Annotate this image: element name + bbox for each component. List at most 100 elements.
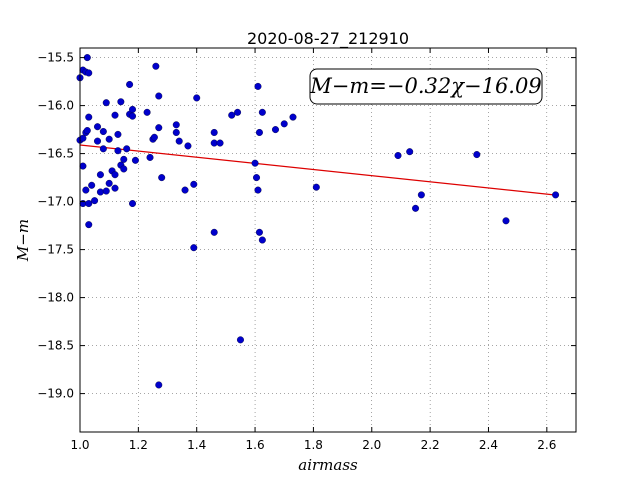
- x-tick-labels: 1.0 1.2 1.4 1.6 1.8 2.0 2.2 2.4 2.6: [70, 438, 556, 452]
- y-tick-label: −19.0: [37, 387, 74, 401]
- annotation-box: [309, 68, 543, 105]
- data-point: [394, 152, 402, 160]
- x-tick-label: 1.4: [187, 438, 206, 452]
- grid: [79, 48, 576, 432]
- data-point: [129, 105, 137, 113]
- data-point: [85, 113, 93, 121]
- data-point: [120, 155, 128, 163]
- data-point: [117, 98, 125, 106]
- data-point: [120, 165, 128, 173]
- data-point: [94, 137, 102, 145]
- x-tick-label: 2.0: [362, 438, 381, 452]
- data-point: [254, 186, 262, 194]
- data-point: [102, 187, 110, 195]
- data-point: [79, 162, 87, 170]
- y-tick-label: −18.0: [37, 291, 74, 305]
- data-point: [131, 156, 139, 164]
- y-tick-label: −16.0: [37, 99, 74, 113]
- data-point: [412, 204, 420, 212]
- data-point: [175, 137, 183, 145]
- x-tick-label: 1.6: [246, 438, 265, 452]
- y-tick-label: −18.5: [37, 339, 74, 353]
- data-point: [216, 139, 224, 147]
- data-point: [254, 82, 262, 90]
- data-point: [155, 92, 163, 100]
- y-axis-label: M−m: [14, 219, 32, 262]
- data-point: [228, 111, 236, 119]
- data-point: [82, 186, 90, 194]
- y-tick-label: −15.5: [37, 51, 74, 65]
- data-point: [123, 145, 131, 153]
- data-point: [190, 244, 198, 252]
- data-point: [94, 123, 102, 131]
- data-point: [152, 62, 160, 70]
- data-point: [417, 191, 425, 199]
- tick-marks: [79, 48, 576, 432]
- data-point: [126, 80, 134, 88]
- data-point: [406, 148, 414, 156]
- data-point: [172, 121, 180, 129]
- data-point: [258, 108, 266, 116]
- data-point: [85, 221, 93, 229]
- data-point: [155, 381, 163, 389]
- annotation-equation: M−m=−0.32χ−16.09: [309, 74, 541, 98]
- data-point: [190, 180, 198, 188]
- data-point: [236, 336, 244, 344]
- y-tick-label: −17.5: [37, 243, 74, 257]
- data-point: [102, 99, 110, 107]
- data-point: [105, 179, 113, 187]
- data-point: [193, 94, 201, 102]
- data-point: [312, 183, 320, 191]
- data-point: [172, 128, 180, 136]
- data-point: [146, 153, 154, 161]
- y-tick-label: −16.5: [37, 147, 74, 161]
- data-point: [91, 197, 99, 205]
- data-point: [88, 181, 96, 189]
- x-tick-label: 2.2: [421, 438, 440, 452]
- data-point: [111, 111, 119, 119]
- x-tick-label: 1.2: [129, 438, 148, 452]
- data-point: [184, 142, 192, 150]
- x-tick-label: 1.0: [70, 438, 89, 452]
- data-point: [99, 145, 107, 153]
- data-point: [114, 130, 122, 138]
- data-point: [129, 200, 137, 208]
- data-point: [255, 228, 263, 236]
- y-tick-labels: −15.5 −16.0 −16.5 −17.0 −17.5 −18.0 −18.5 −19.0: [37, 51, 74, 401]
- data-point: [85, 200, 93, 208]
- data-point: [85, 69, 93, 77]
- data-point: [289, 113, 297, 121]
- data-point: [280, 120, 288, 128]
- data-point: [253, 174, 261, 182]
- data-point: [473, 151, 481, 159]
- y-tick-label: −17.0: [37, 195, 74, 209]
- data-point: [271, 126, 279, 134]
- data-point: [79, 134, 87, 142]
- data-point: [258, 236, 266, 244]
- plot-frame: [79, 47, 577, 433]
- data-points: [76, 54, 560, 389]
- data-point: [83, 127, 91, 135]
- data-point: [502, 217, 510, 225]
- data-point: [158, 174, 166, 182]
- chart-title: 2020-08-27_212910: [247, 29, 409, 49]
- data-point: [111, 171, 119, 179]
- data-point: [181, 186, 189, 194]
- data-point: [114, 147, 122, 155]
- data-point: [96, 188, 104, 196]
- data-point: [96, 171, 104, 179]
- data-point: [210, 228, 218, 236]
- data-point: [129, 112, 137, 120]
- x-tick-label: 2.6: [537, 438, 556, 452]
- data-point: [210, 139, 218, 147]
- x-tick-label: 2.4: [479, 438, 498, 452]
- data-point: [105, 135, 113, 143]
- data-point: [552, 191, 560, 199]
- data-point: [155, 124, 163, 132]
- data-point: [111, 184, 119, 192]
- data-point: [143, 108, 151, 116]
- data-point: [150, 133, 158, 141]
- data-point: [210, 128, 218, 136]
- data-point: [234, 108, 242, 116]
